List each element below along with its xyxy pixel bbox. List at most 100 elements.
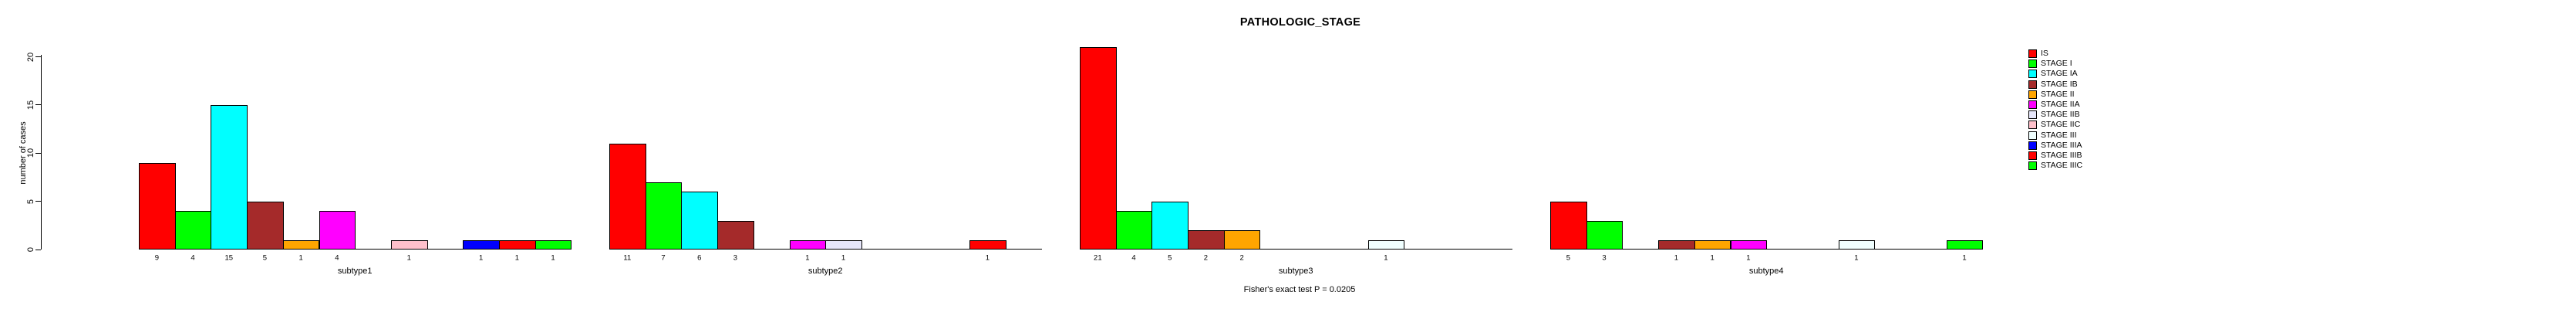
bar-subtype1-stage-iiib [499, 239, 536, 250]
bar-value-label: 1 [805, 253, 810, 263]
y-axis-tick-label: 10 [26, 148, 35, 158]
x-axis-group-label-subtype4: subtype4 [1748, 267, 1784, 276]
bar-subtype2-stage-iia [789, 239, 827, 250]
bar-subtype4-is [1550, 201, 1587, 250]
y-axis-tick-label: 5 [26, 199, 35, 204]
legend-item-is: IS [2028, 49, 2048, 58]
legend-item-label: STAGE IIIA [2041, 140, 2082, 150]
y-axis-tick-label: 15 [26, 100, 35, 110]
legend-item-label: STAGE IIB [2041, 110, 2080, 120]
bar-subtype2-stage-ib [717, 220, 754, 250]
bar-value-label: 1 [514, 253, 519, 263]
legend-item-label: STAGE III [2041, 130, 2077, 140]
legend-item-label: IS [2041, 49, 2048, 58]
y-axis-tick [35, 201, 41, 202]
legend-item-stage-ia: STAGE IA [2028, 69, 2078, 79]
bar-value-label: 3 [733, 253, 738, 263]
legend-item-label: STAGE IIA [2041, 100, 2080, 109]
bar-subtype1-stage-iiic [534, 239, 572, 250]
bar-value-label: 21 [1094, 253, 1102, 263]
bar-subtype3-is [1080, 47, 1117, 250]
bar-value-label: 11 [623, 253, 632, 263]
x-axis-baseline [1080, 249, 1513, 250]
bar-subtype3-stage-i [1115, 211, 1153, 250]
legend-item-stage-iii: STAGE III [2028, 131, 2076, 140]
legend-item-stage-iiia: STAGE IIIA [2028, 141, 2082, 150]
chart-title: PATHOLOGIC_STAGE [1239, 16, 1361, 29]
bar-value-label: 5 [1566, 253, 1570, 263]
legend-item-stage-iib: STAGE IIB [2028, 110, 2080, 120]
caption-fisher-test: Fisher's exact test P = 0.0205 [1243, 285, 1356, 294]
bar-subtype3-stage-iii [1367, 239, 1405, 250]
x-axis-group-label-subtype2: subtype2 [808, 267, 843, 276]
bar-subtype3-stage-ia [1151, 201, 1189, 250]
legend-swatch [2028, 131, 2037, 140]
bar-value-label: 1 [1674, 253, 1679, 263]
bar-value-label: 1 [478, 253, 484, 263]
legend-item-label: STAGE II [2041, 89, 2075, 99]
y-axis-tick [35, 56, 41, 58]
y-axis-tick [35, 152, 41, 154]
bar-subtype4-stage-iia [1730, 239, 1768, 250]
bar-subtype1-stage-iiia [463, 239, 500, 250]
legend-item-label: STAGE I [2041, 59, 2072, 69]
legend-swatch [2028, 100, 2037, 109]
bar-subtype1-stage-iia [319, 211, 356, 250]
bar-value-label: 4 [335, 253, 339, 263]
bar-value-label: 1 [1710, 253, 1715, 263]
legend-item-label: STAGE IIIC [2041, 161, 2083, 171]
bar-subtype3-stage-ii [1223, 230, 1261, 250]
bar-value-label: 5 [1168, 253, 1172, 263]
legend-item-stage-iic: STAGE IIC [2028, 120, 2081, 130]
legend-item-stage-iia: STAGE IIA [2028, 100, 2080, 109]
bar-subtype1-stage-iic [390, 239, 428, 250]
y-axis-tick-label: 0 [26, 246, 35, 253]
bar-value-label: 1 [1746, 253, 1751, 263]
legend-item-stage-iiib: STAGE IIIB [2028, 151, 2082, 160]
y-axis-tick [35, 104, 41, 106]
bar-value-label: 1 [1384, 253, 1388, 263]
legend-item-stage-ii: STAGE II [2028, 90, 2075, 99]
bar-value-label: 1 [551, 253, 555, 263]
bar-value-label: 1 [406, 253, 411, 263]
legend-swatch [2028, 110, 2037, 120]
legend-swatch [2028, 141, 2037, 150]
bar-subtype2-stage-iiib [969, 239, 1006, 250]
legend-swatch [2028, 49, 2037, 58]
bar-subtype3-stage-ib [1188, 230, 1225, 250]
bar-subtype1-stage-ia [211, 104, 248, 250]
bar-subtype4-stage-iiic [1946, 239, 1984, 250]
bar-value-label: 2 [1203, 253, 1209, 263]
bar-value-label: 2 [1239, 253, 1244, 263]
legend-swatch [2028, 59, 2037, 69]
bar-value-label: 1 [1962, 253, 1967, 263]
legend-item-stage-i: STAGE I [2028, 59, 2072, 69]
y-axis-line [41, 55, 42, 250]
bar-value-label: 4 [1131, 253, 1136, 263]
legend-item-label: STAGE IIC [2041, 120, 2081, 130]
legend-swatch [2028, 161, 2037, 171]
legend-item-label: STAGE IA [2041, 69, 2078, 79]
legend-item-stage-ib: STAGE IB [2028, 80, 2078, 89]
bar-subtype2-stage-iib [825, 239, 862, 250]
bar-subtype4-stage-iii [1838, 239, 1876, 250]
legend-swatch [2028, 151, 2037, 160]
legend-swatch [2028, 121, 2037, 130]
bar-value-label: 1 [985, 253, 990, 263]
legend-item-stage-iiic: STAGE IIIC [2028, 161, 2083, 171]
bar-value-label: 9 [154, 253, 159, 263]
bar-subtype2-is [609, 143, 646, 250]
bar-subtype2-stage-ia [681, 192, 719, 250]
bar-subtype4-stage-i [1586, 220, 1623, 250]
bar-value-label: 1 [1854, 253, 1859, 263]
legend-swatch [2028, 80, 2037, 89]
bar-value-label: 1 [841, 253, 846, 263]
bar-value-label: 1 [298, 253, 303, 263]
bar-subtype1-stage-i [174, 211, 212, 250]
bar-subtype4-stage-ii [1694, 239, 1731, 250]
x-axis-group-label-subtype1: subtype1 [337, 267, 373, 276]
legend-swatch [2028, 90, 2037, 99]
bar-value-label: 3 [1602, 253, 1607, 263]
bar-value-label: 7 [661, 253, 666, 263]
